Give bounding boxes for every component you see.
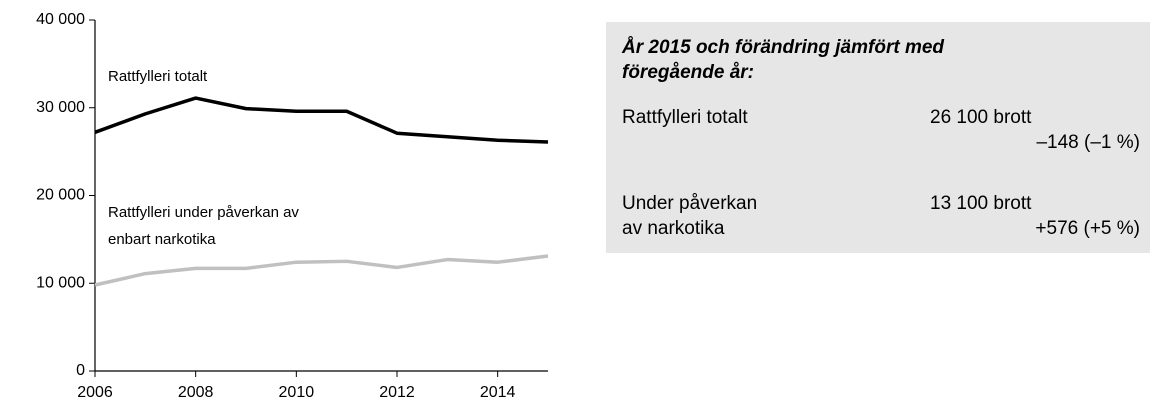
info-box: [606, 22, 1150, 253]
annotation: Rattfylleri under påverkan av: [108, 204, 299, 221]
y-tick-label: 10 000: [36, 274, 85, 291]
x-tick-label: 2006: [77, 384, 113, 401]
y-tick-label: 40 000: [36, 11, 85, 28]
x-tick-label: 2010: [279, 384, 315, 401]
x-tick-label: 2012: [379, 384, 415, 401]
series-line: [94, 96, 549, 144]
box-label: av narkotika: [622, 218, 725, 239]
x-tick-label: 2014: [480, 384, 516, 401]
box-value: –148 (–1 %): [1036, 132, 1140, 153]
box-value: 13 100 brott: [930, 193, 1032, 214]
box-label: Under påverkan: [622, 193, 757, 214]
annotation: enbart narkotika: [108, 231, 216, 248]
box-label: Rattfylleri totalt: [622, 107, 748, 128]
box-value: +576 (+5 %): [1035, 218, 1140, 239]
x-tick-label: 2008: [178, 384, 214, 401]
y-tick-label: 30 000: [36, 99, 85, 116]
box-title: År 2015 och förändring jämfört med: [621, 37, 944, 58]
series-line: [94, 254, 549, 287]
box-title: föregående år:: [622, 62, 754, 83]
annotation: Rattfylleri totalt: [108, 68, 208, 85]
y-tick-label: 20 000: [36, 187, 85, 204]
y-tick-label: 0: [76, 362, 85, 379]
box-value: 26 100 brott: [930, 107, 1032, 128]
